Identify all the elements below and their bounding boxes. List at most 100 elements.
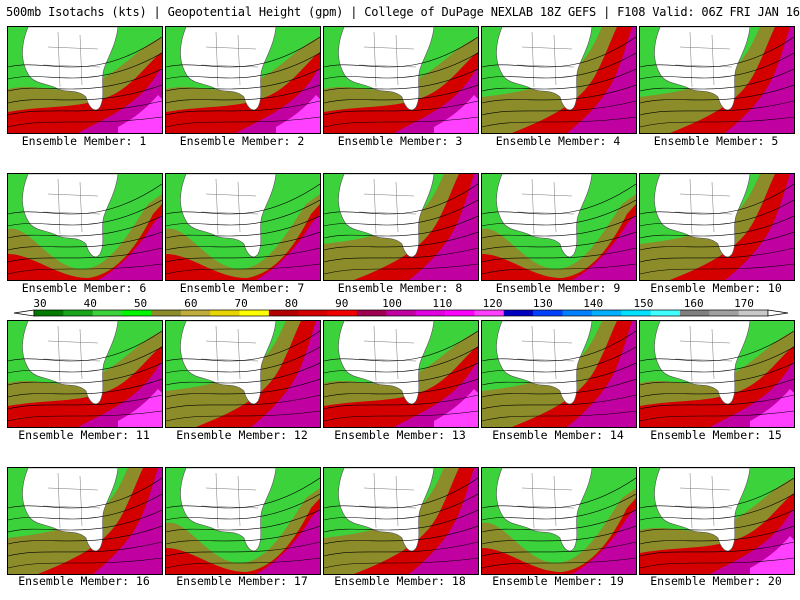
ensemble-member-label: Ensemble Member: 7: [179, 281, 305, 295]
ensemble-member-panel: [7, 173, 163, 281]
colorbar-tick-label: 50: [134, 298, 147, 310]
ensemble-member-label: Ensemble Member: 8: [337, 281, 463, 295]
ensemble-member-panel: [639, 467, 795, 575]
colorbar-swatch: [621, 310, 651, 316]
isotach-map: [640, 468, 794, 574]
map-title: 500mb Isotachs (kts) | Geopotential Heig…: [6, 5, 800, 19]
colorbar-swatch: [415, 310, 446, 316]
colorbar-tick-label: 120: [483, 298, 503, 310]
colorbar-swatch: [92, 310, 123, 316]
isotach-map: [8, 174, 162, 280]
isotach-map: [8, 321, 162, 427]
ensemble-member-panel: [165, 320, 321, 428]
colorbar-tick-label: 150: [633, 298, 653, 310]
isotach-map: [640, 321, 794, 427]
ensemble-member-label: Ensemble Member: 19: [492, 574, 624, 588]
ensemble-member-panel: [639, 26, 795, 134]
ensemble-member-label: Ensemble Member: 1: [21, 134, 147, 148]
colorbar-swatch: [445, 310, 475, 316]
colorbar-swatch: [151, 310, 182, 316]
ensemble-member-label: Ensemble Member: 13: [334, 428, 466, 442]
ensemble-member-label: Ensemble Member: 15: [650, 428, 782, 442]
ensemble-member-panel: [323, 467, 479, 575]
isotach-map: [482, 174, 636, 280]
ensemble-member-label: Ensemble Member: 5: [653, 134, 779, 148]
colorbar-swatch: [650, 310, 681, 316]
ensemble-member-label: Ensemble Member: 20: [650, 574, 782, 588]
colorbar-swatch: [386, 310, 416, 316]
colorbar-swatch: [591, 310, 622, 316]
isotach-map: [482, 27, 636, 133]
ensemble-member-panel: [165, 26, 321, 134]
isotach-map: [166, 468, 320, 574]
colorbar-tick-label: 170: [734, 298, 754, 310]
colorbar-tick-label: 70: [235, 298, 248, 310]
colorbar-tick-label: 90: [335, 298, 348, 310]
colorbar-tick-label: 60: [184, 298, 197, 310]
ensemble-member-panel: [481, 26, 637, 134]
ensemble-member-panel: [481, 467, 637, 575]
colorbar-swatch: [356, 310, 387, 316]
ensemble-member-label: Ensemble Member: 3: [337, 134, 463, 148]
ensemble-member-label: Ensemble Member: 2: [179, 134, 305, 148]
colorbar-tick-label: 110: [432, 298, 452, 310]
colorbar-tick-label: 80: [285, 298, 298, 310]
ensemble-member-panel: [7, 26, 163, 134]
colorbar-swatch: [709, 310, 739, 316]
ensemble-member-panel: [165, 467, 321, 575]
isotach-map: [8, 27, 162, 133]
colorbar-tick-label: 130: [533, 298, 553, 310]
ensemble-member-panel: [7, 467, 163, 575]
isotach-map: [324, 321, 478, 427]
ensemble-member-panel: [165, 173, 321, 281]
isotach-map: [482, 321, 636, 427]
colorbar-tick-label: 30: [33, 298, 46, 310]
isotach-map: [482, 468, 636, 574]
ensemble-member-label: Ensemble Member: 17: [176, 574, 308, 588]
ensemble-member-label: Ensemble Member: 14: [492, 428, 624, 442]
isotach-map: [640, 27, 794, 133]
isotach-map: [640, 174, 794, 280]
ensemble-member-panel: [323, 173, 479, 281]
colorbar-swatch: [562, 310, 593, 316]
ensemble-member-label: Ensemble Member: 16: [18, 574, 150, 588]
colorbar-swatch: [34, 310, 64, 316]
colorbar-swatch: [298, 310, 328, 316]
ensemble-member-label: Ensemble Member: 12: [176, 428, 308, 442]
isotach-map: [8, 468, 162, 574]
colorbar-swatch: [210, 310, 240, 316]
ensemble-member-panel: [7, 320, 163, 428]
colorbar-swatch: [239, 310, 270, 316]
colorbar-swatch: [122, 310, 152, 316]
ensemble-member-label: Ensemble Member: 6: [21, 281, 147, 295]
isotach-map: [166, 321, 320, 427]
colorbar-swatch: [503, 310, 534, 316]
ensemble-member-label: Ensemble Member: 10: [650, 281, 782, 295]
ensemble-member-label: Ensemble Member: 9: [495, 281, 621, 295]
colorbar-tick-label: 100: [382, 298, 402, 310]
ensemble-member-panel: [323, 320, 479, 428]
isotach-map: [324, 27, 478, 133]
isotach-map: [166, 174, 320, 280]
colorbar-tick-label: 160: [684, 298, 704, 310]
isotach-map: [324, 468, 478, 574]
isotach-map: [166, 27, 320, 133]
colorbar-swatch: [268, 310, 299, 316]
ensemble-member-panel: [639, 320, 795, 428]
isotach-colorbar: 30 40 50 60 70 80 90 100 110 120 130 140 150 160 170: [13, 298, 789, 317]
isotach-map: [324, 174, 478, 280]
colorbar-swatch: [679, 310, 710, 316]
colorbar-tick-label: 40: [84, 298, 97, 310]
colorbar-swatch: [474, 310, 505, 316]
ensemble-member-panel: [639, 173, 795, 281]
ensemble-member-label: Ensemble Member: 11: [18, 428, 150, 442]
ensemble-member-label: Ensemble Member: 4: [495, 134, 621, 148]
colorbar-swatch: [533, 310, 563, 316]
colorbar-swatch: [63, 310, 94, 316]
ensemble-member-panel: [481, 173, 637, 281]
ensemble-member-label: Ensemble Member: 18: [334, 574, 466, 588]
colorbar-tick-label: 140: [583, 298, 603, 310]
ensemble-member-panel: [323, 26, 479, 134]
ensemble-member-panel: [481, 320, 637, 428]
colorbar-swatch: [327, 310, 358, 316]
